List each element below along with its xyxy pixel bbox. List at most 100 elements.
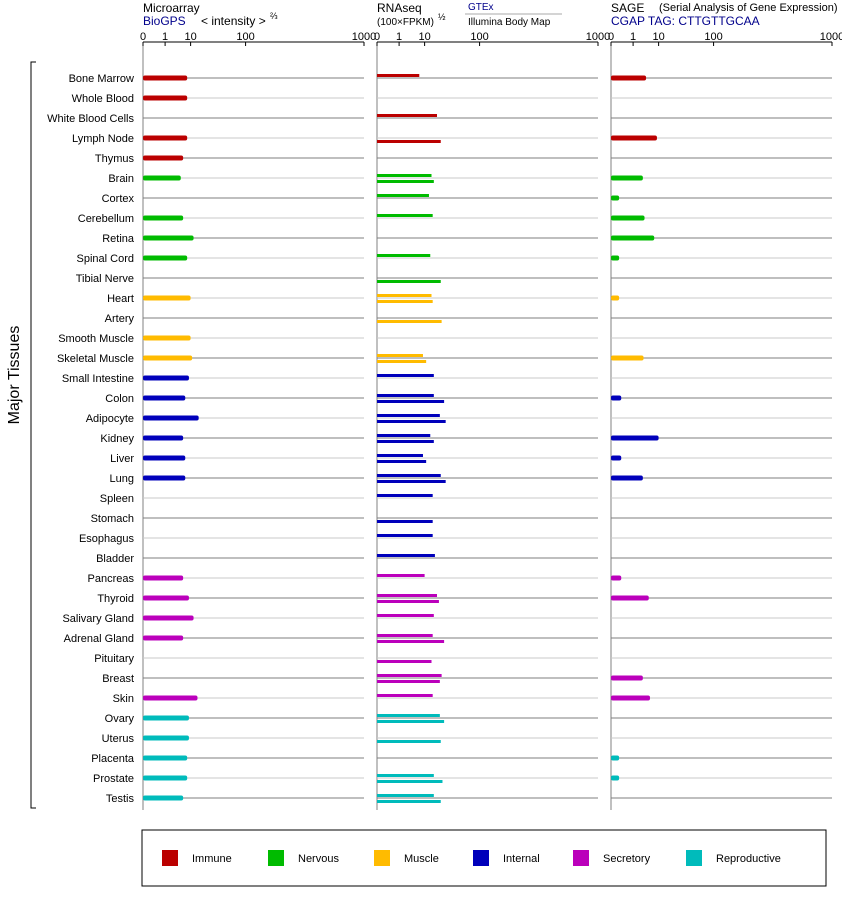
bar-sage [611, 455, 622, 461]
tissue-label: Lymph Node [72, 133, 134, 145]
tissue-label: Whole Blood [72, 93, 134, 105]
x-tick-label: 0 [374, 31, 380, 43]
bar-microarray [143, 355, 193, 361]
tissue-label: Spinal Cord [77, 253, 134, 265]
legend-swatch-nervous [268, 850, 284, 866]
legend-label-reproductive: Reproductive [716, 853, 781, 865]
bar-gtex [377, 794, 434, 797]
bar-gtex [377, 194, 429, 197]
bar-illumina [377, 800, 441, 803]
panel-subtitle-biogps[interactable]: BioGPS [143, 14, 186, 28]
bar-microarray [143, 615, 194, 621]
bar-gtex [377, 774, 434, 777]
tissue-label: Pituitary [94, 653, 134, 665]
bar-sage [611, 75, 647, 81]
bar-illumina [377, 300, 433, 303]
bar-gtex [377, 174, 432, 177]
bar-sage [611, 295, 620, 301]
panel-title-sage: SAGE [611, 1, 644, 15]
bar-microarray [143, 395, 186, 401]
bar-sage [611, 475, 643, 481]
x-tick-label: 0 [608, 31, 614, 43]
bar-illumina [377, 480, 446, 483]
panel-subtitle-fpkm: (100×FPKM) [377, 17, 434, 28]
bar-microarray [143, 135, 188, 141]
bar-sage [611, 235, 655, 241]
bar-microarray [143, 155, 184, 161]
bar-gtex [377, 554, 435, 557]
tissue-label: Retina [102, 233, 135, 245]
x-tick-label: 10 [418, 31, 430, 43]
tissue-label: Salivary Gland [62, 613, 134, 625]
bar-illumina [377, 720, 445, 723]
tissue-label: Cortex [102, 193, 135, 205]
bar-illumina [377, 680, 440, 683]
bar-gtex [377, 394, 434, 397]
bar-illumina [377, 780, 443, 783]
bar-microarray [143, 775, 188, 781]
panel-subtitle-cgap-tag[interactable]: CGAP TAG: CTTGTTGCAA [611, 14, 760, 28]
bar-illumina [377, 660, 432, 663]
bar-microarray [143, 375, 189, 381]
tissue-label: Cerebellum [78, 213, 134, 225]
bar-sage [611, 695, 651, 701]
legend-swatch-secretory [573, 850, 589, 866]
bar-sage [611, 755, 620, 761]
legend-swatch-immune [162, 850, 178, 866]
bar-sage [611, 195, 620, 201]
tissue-label: Bladder [96, 553, 134, 565]
tissue-label: White Blood Cells [47, 113, 134, 125]
panel-label-illumina: Illumina Body Map [468, 17, 551, 28]
x-tick-label: 10 [652, 31, 664, 43]
legend-swatch-internal [473, 850, 489, 866]
x-tick-label: 100 [704, 31, 722, 43]
bar-illumina [377, 600, 439, 603]
bar-illumina [377, 140, 441, 143]
bar-microarray [143, 335, 191, 341]
bar-microarray [143, 235, 194, 241]
bar-gtex [377, 114, 437, 117]
bar-illumina [377, 440, 434, 443]
bar-illumina [377, 740, 441, 743]
tissue-label: Smooth Muscle [58, 333, 134, 345]
bar-illumina [377, 180, 434, 183]
bar-sage [611, 175, 643, 181]
tissue-label: Bone Marrow [69, 73, 134, 85]
x-tick-label: 1 [630, 31, 636, 43]
bar-microarray [143, 175, 181, 181]
bar-microarray [143, 635, 184, 641]
panel-headers: Microarray BioGPS < intensity > ⅔ RNAseq… [143, 1, 838, 28]
bar-gtex [377, 294, 432, 297]
tissue-label: Artery [105, 313, 135, 325]
y-axis-label: Major Tissues [6, 326, 23, 425]
bar-microarray [143, 475, 186, 481]
bar-sage [611, 215, 645, 221]
bar-microarray [143, 215, 184, 221]
bar-microarray [143, 735, 189, 741]
tissue-label: Thyroid [97, 593, 134, 605]
bar-gtex [377, 574, 425, 577]
tissue-label: Small Intestine [62, 373, 134, 385]
x-tick-label: 1 [162, 31, 168, 43]
panel-note-sage: (Serial Analysis of Gene Expression) [659, 2, 838, 14]
tissue-label: Prostate [93, 773, 134, 785]
tissue-label: Testis [106, 793, 135, 805]
bar-microarray [143, 755, 188, 761]
bar-gtex [377, 634, 433, 637]
tissue-label: Spleen [100, 493, 134, 505]
legend: Immune Nervous Muscle Internal Secretory Repr… [141, 829, 827, 887]
tissue-label: Thymus [95, 153, 135, 165]
tissue-label: Ovary [105, 713, 135, 725]
tissue-label: Uterus [102, 733, 135, 745]
x-tick-label: 1000 [820, 31, 842, 43]
bar-illumina [377, 520, 433, 523]
panel-link-gtex[interactable]: GTEx [468, 2, 494, 13]
x-tick-label: 100 [470, 31, 488, 43]
tissue-label: Tibial Nerve [76, 273, 134, 285]
bar-microarray [143, 435, 184, 441]
bar-gtex [377, 414, 440, 417]
tissue-label: Lung [110, 473, 134, 485]
bar-gtex [377, 374, 434, 377]
bar-illumina [377, 400, 445, 403]
